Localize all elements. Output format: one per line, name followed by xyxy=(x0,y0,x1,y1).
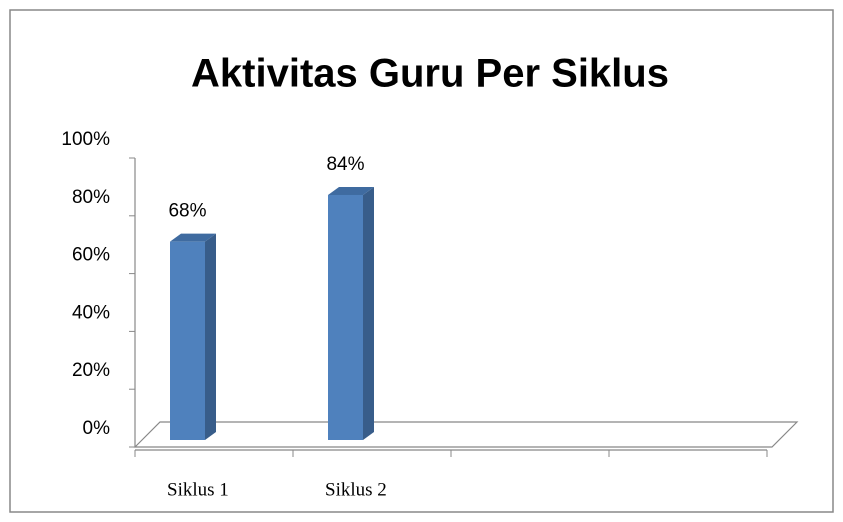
y-tick-label: 80% xyxy=(72,187,110,208)
bar xyxy=(170,241,205,440)
bar-top xyxy=(170,233,216,242)
bar-side xyxy=(205,233,216,440)
bar-top xyxy=(328,186,374,195)
y-tick-label: 20% xyxy=(72,360,110,381)
floor xyxy=(133,421,799,448)
y-tick-label: 0% xyxy=(83,418,111,439)
y-tick-label: 40% xyxy=(72,302,110,323)
bar xyxy=(328,194,363,440)
y-tick-label: 60% xyxy=(72,245,110,266)
value-label: 84% xyxy=(326,154,364,175)
bar-side xyxy=(363,186,374,440)
chart-title: Aktivitas Guru Per Siklus xyxy=(191,52,669,96)
y-tick-label: 100% xyxy=(61,129,110,150)
x-tick-label: Siklus 1 xyxy=(167,479,229,500)
value-label: 68% xyxy=(168,201,206,222)
x-tick-label: Siklus 2 xyxy=(325,479,387,500)
